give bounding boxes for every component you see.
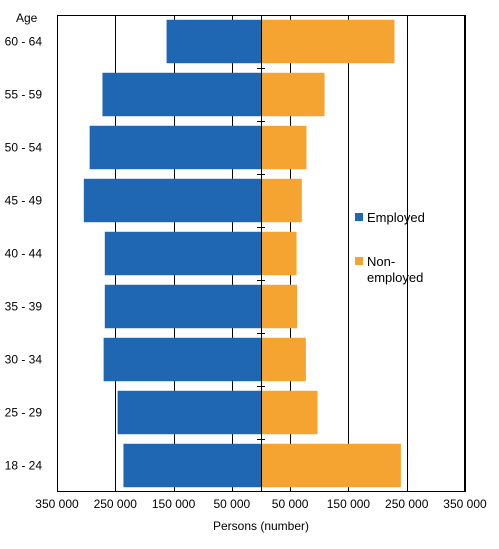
bar-employed-4 bbox=[104, 231, 262, 276]
plot-frame bbox=[57, 15, 465, 492]
bar-employed-5 bbox=[104, 284, 262, 329]
legend-label: Non- bbox=[367, 254, 395, 269]
bar-non-employed-8 bbox=[261, 443, 401, 488]
x-tick-label: 150 000 bbox=[327, 497, 371, 511]
y-tick-label: 18 - 24 bbox=[5, 459, 43, 473]
bar-employed-2 bbox=[89, 125, 261, 170]
bar-employed-8 bbox=[123, 443, 262, 488]
bar-non-employed-5 bbox=[261, 284, 298, 329]
bars bbox=[83, 15, 401, 492]
x-tick-label: 50 000 bbox=[214, 497, 251, 511]
bar-non-employed-2 bbox=[261, 125, 307, 170]
legend-label: employed bbox=[367, 270, 423, 285]
legend: Employed Non-employed bbox=[355, 210, 425, 285]
x-tick-label: 150 000 bbox=[152, 497, 196, 511]
x-tick-label: 350 000 bbox=[35, 497, 79, 511]
legend-swatch-non-employed bbox=[355, 257, 363, 265]
bar-employed-7 bbox=[117, 390, 261, 435]
legend-swatch-employed bbox=[355, 213, 363, 221]
x-tick-label: 350 000 bbox=[443, 497, 487, 511]
x-tick-label: 250 000 bbox=[94, 497, 138, 511]
x-axis-title: Persons (number) bbox=[213, 519, 309, 533]
bar-non-employed-3 bbox=[261, 178, 302, 223]
y-tick-label: 35 - 39 bbox=[5, 300, 43, 314]
bar-employed-6 bbox=[103, 337, 261, 382]
bar-non-employed-1 bbox=[261, 72, 325, 117]
bar-non-employed-6 bbox=[261, 337, 306, 382]
y-axis-title: Age bbox=[16, 11, 38, 25]
y-tick-label: 50 - 54 bbox=[5, 141, 43, 155]
y-tick-label: 60 - 64 bbox=[5, 35, 43, 49]
y-tick-label: 40 - 44 bbox=[5, 247, 43, 261]
y-tick-label: 30 - 34 bbox=[5, 353, 43, 367]
bar-employed-1 bbox=[102, 72, 261, 117]
bar-employed-0 bbox=[166, 19, 261, 64]
y-axis-tick-labels: 60 - 64 55 - 59 50 - 54 45 - 49 40 - 44 35 - … bbox=[5, 35, 43, 473]
y-tick-label: 25 - 29 bbox=[5, 406, 43, 420]
bar-employed-3 bbox=[83, 178, 261, 223]
y-tick-label: 45 - 49 bbox=[5, 194, 43, 208]
bar-non-employed-7 bbox=[261, 390, 318, 435]
x-tick-label: 50 000 bbox=[272, 497, 309, 511]
x-tick-label: 250 000 bbox=[385, 497, 429, 511]
y-tick-label: 55 - 59 bbox=[5, 88, 43, 102]
x-axis-tick-labels: 350 000 250 000 150 000 50 000 50 000 150 000… bbox=[35, 497, 487, 511]
bar-non-employed-0 bbox=[261, 19, 395, 64]
bar-non-employed-4 bbox=[261, 231, 297, 276]
legend-label: Employed bbox=[367, 210, 425, 225]
